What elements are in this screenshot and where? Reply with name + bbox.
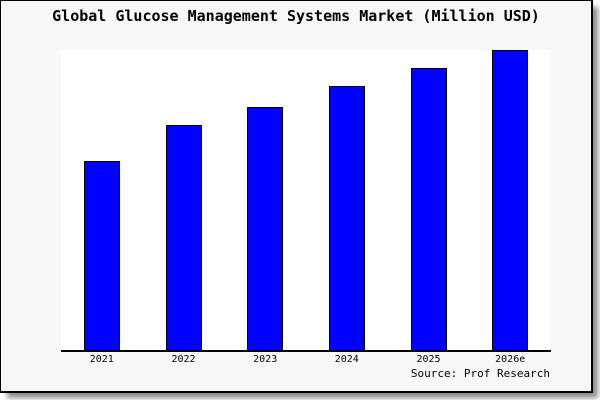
x-tick-2023: 2023 <box>253 354 278 365</box>
bar-2025 <box>410 68 447 350</box>
x-tick-2021: 2021 <box>89 354 114 365</box>
bar-2026e <box>492 50 529 350</box>
chart-card: Global Glucose Management Systems Market… <box>0 0 593 393</box>
x-tick-2026e: 2026e <box>495 354 526 365</box>
bar-2023 <box>247 107 284 350</box>
bar-2021 <box>83 161 120 350</box>
chart-title: Global Glucose Management Systems Market… <box>52 7 540 25</box>
x-tick-2025: 2025 <box>416 354 441 365</box>
x-tick-2024: 2024 <box>334 354 359 365</box>
x-tick-2022: 2022 <box>171 354 196 365</box>
bar-2024 <box>328 86 365 350</box>
bar-2022 <box>165 125 202 350</box>
source-note: Source: Prof Research <box>410 367 550 380</box>
plot-area <box>61 50 551 352</box>
